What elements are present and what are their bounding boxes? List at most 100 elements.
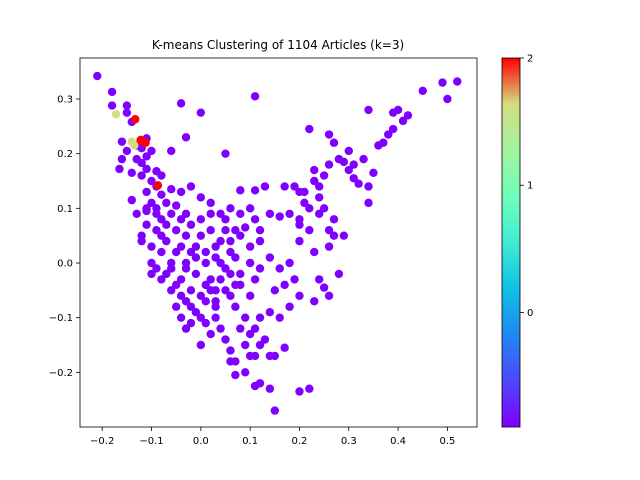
scatter-point [250,186,260,195]
y-tick-label: 0.3 [57,95,73,106]
scatter-point [186,182,196,191]
scatter-point [324,226,334,235]
scatter-point [226,291,235,300]
scatter-point [221,149,230,158]
scatter-point [275,313,284,322]
scatter-point [191,269,201,279]
chart-title: K-means Clustering of 1104 Articles (k=3… [152,38,404,52]
scatter-point [250,324,260,333]
scatter-point [93,71,102,81]
scatter-point [275,212,284,221]
scatter-point [339,157,349,167]
colorbar-tick-label: 0 [527,308,533,319]
scatter-point [314,209,324,218]
scatter-point [221,335,230,344]
scatter-point [206,275,215,284]
scatter-point [226,236,235,246]
scatter-point [157,215,166,224]
scatter-point [255,236,265,246]
scatter-point [157,231,166,240]
scatter-point [201,318,210,328]
scatter-point [443,94,452,104]
scatter-point [206,329,215,339]
scatter-point [181,264,191,273]
scatter-point [295,387,304,396]
scatter-point [388,124,398,134]
x-tick-label: 0.2 [292,436,308,447]
scatter-point [171,201,181,210]
scatter-point [295,291,304,300]
scatter-point [255,226,265,235]
scatter-point [181,297,191,306]
y-tick-label: −0.1 [49,313,73,324]
scatter-point [245,351,255,361]
scatter-point [181,231,191,240]
scatter-point [403,111,413,120]
scatter-point [216,324,225,333]
scatter-point [305,226,314,235]
scatter-point [245,204,255,213]
scatter-point [147,146,156,156]
scatter-point [226,357,235,366]
scatter-point [418,86,427,96]
scatter-point [196,340,206,350]
scatter-point [167,209,176,218]
scatter-point [310,176,319,186]
colorbar: 0 1 2 [501,54,533,428]
scatter-point [137,171,146,180]
scatter-point [206,226,215,235]
scatter-point [310,297,319,306]
scatter-point [176,99,186,108]
scatter-point [171,247,181,257]
y-tick-label: 0.0 [57,259,73,270]
scatter-point [226,269,235,279]
scatter-point [211,313,220,322]
scatter-point [211,242,220,251]
scatter-point [241,223,250,232]
scatter-point [191,242,201,251]
scatter-point [147,258,156,268]
scatter-point [231,226,240,235]
scatter-point [176,275,186,284]
scatter-point [226,247,235,257]
scatter-point [255,313,265,322]
scatter-point [231,280,240,290]
scatter-point [162,236,171,246]
scatter-point [250,215,260,224]
scatter-point [115,164,124,174]
scatter-point [334,269,344,279]
scatter-point [359,154,368,164]
scatter-point [369,168,378,177]
scatter-point [290,182,299,191]
scatter-point [211,297,220,306]
scatter-point [231,253,240,262]
scatter-point [127,168,136,177]
x-tick-label: 0.5 [439,436,455,447]
scatter-point [329,138,339,147]
scatter-point [245,329,255,339]
scatter-point [221,226,230,235]
scatter-point [364,198,373,208]
scatter-point [364,182,373,191]
scatter-point [236,231,245,240]
scatter-point [379,138,388,147]
scatter-point [171,302,181,311]
y-tick-label: −0.2 [49,368,73,379]
scatter-point [142,204,151,213]
scatter-point [181,133,191,142]
scatter-point [265,253,275,262]
scatter-point [127,195,136,205]
scatter-point [167,258,176,268]
scatter-point [285,302,294,311]
scatter-point [122,146,132,156]
x-axis: −0.2 −0.1 0.0 0.1 0.2 0.3 0.4 0.5 [90,427,455,447]
colorbar-tick-label: 2 [527,54,533,65]
x-tick-label: 0.3 [341,436,357,447]
scatter-point [324,130,334,139]
scatter-point [221,264,230,273]
scatter-point [310,165,319,175]
scatter-point [196,291,206,300]
scatter-point [305,204,314,213]
points-layer [93,71,462,415]
scatter-point [196,108,206,117]
